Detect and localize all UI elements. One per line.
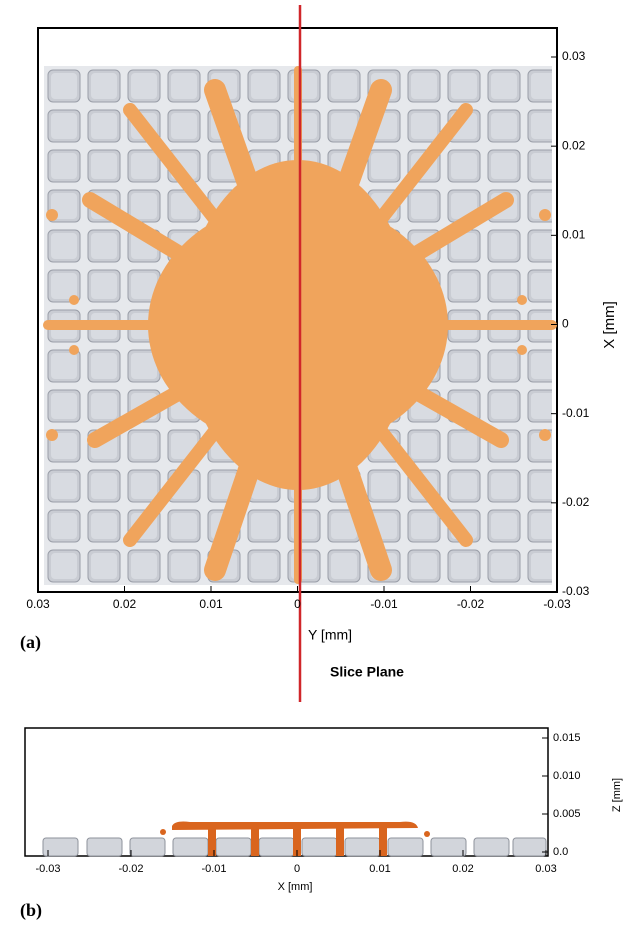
y-tick-label: -0.03 <box>562 584 590 598</box>
x-tick-label: -0.03 <box>543 597 571 611</box>
x-tick-label: 0 <box>294 863 300 875</box>
x-tick-label: 0.01 <box>199 597 223 611</box>
y-tick-label: 0.0 <box>553 846 568 858</box>
plot-frame <box>25 728 548 856</box>
x-tick-label: 0.01 <box>369 863 390 875</box>
panel-label: (a) <box>20 632 41 653</box>
x-tick-label: -0.01 <box>370 597 398 611</box>
x-tick-label: -0.02 <box>457 597 485 611</box>
y-tick-label: 0.03 <box>562 49 586 63</box>
x-tick-label: -0.02 <box>118 863 143 875</box>
y-tick-label: -0.02 <box>562 495 590 509</box>
x-tick-label: 0.03 <box>26 597 50 611</box>
y-tick-label: 0.02 <box>562 138 586 152</box>
x-tick-label: -0.01 <box>201 863 226 875</box>
x-tick-label: 0.02 <box>452 863 473 875</box>
y-tick-label: 0.005 <box>553 808 581 820</box>
x-tick-label: 0.03 <box>535 863 556 875</box>
x-tick-label: -0.03 <box>35 863 60 875</box>
y-tick-label: 0.010 <box>553 770 581 782</box>
annotation: Slice Plane <box>330 664 404 680</box>
y-axis-title: X [mm] <box>601 301 618 349</box>
y-tick-label: 0.01 <box>562 228 586 242</box>
x-tick-label: 0 <box>294 597 301 611</box>
y-tick-label: -0.01 <box>562 406 590 420</box>
y-tick-label: 0 <box>562 317 569 331</box>
y-axis-title: Z [mm] <box>611 778 623 812</box>
x-axis-title: Y [mm] <box>308 627 352 643</box>
figure: (a) Y [mm] Slice Plane X [mm] (b) X [mm]… <box>0 0 638 927</box>
x-tick-label: 0.02 <box>113 597 137 611</box>
panel-label: (b) <box>20 900 42 921</box>
x-axis-title: X [mm] <box>278 881 313 893</box>
y-tick-label: 0.015 <box>553 732 581 744</box>
